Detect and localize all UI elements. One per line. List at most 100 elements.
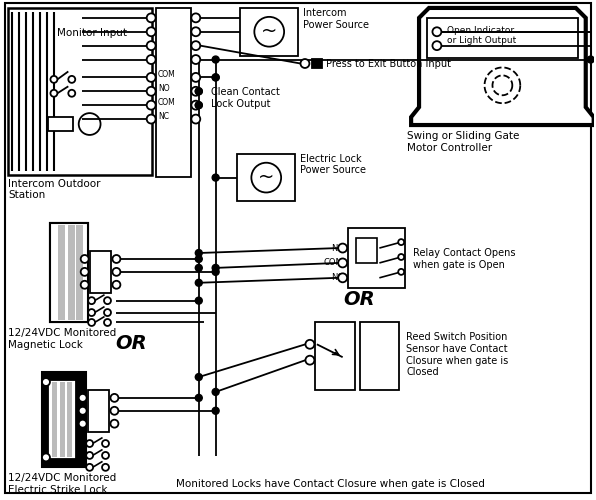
Circle shape — [195, 297, 202, 304]
Circle shape — [191, 28, 200, 36]
Bar — [50, 223, 88, 322]
Circle shape — [147, 114, 156, 124]
Circle shape — [338, 244, 347, 252]
Circle shape — [88, 297, 95, 304]
Text: Clean Contact
Lock Output: Clean Contact Lock Output — [210, 88, 280, 109]
Circle shape — [88, 309, 95, 316]
Circle shape — [88, 319, 95, 326]
Bar — [88, 390, 110, 432]
Bar — [48, 117, 73, 131]
Bar — [156, 8, 191, 176]
Circle shape — [195, 280, 202, 286]
Bar — [76, 225, 83, 320]
Bar — [347, 228, 405, 288]
Circle shape — [212, 264, 219, 272]
Circle shape — [398, 239, 404, 245]
Circle shape — [587, 56, 594, 63]
Circle shape — [51, 76, 57, 83]
Text: Monitored Locks have Contact Closure when gate is Closed: Monitored Locks have Contact Closure whe… — [176, 479, 485, 489]
Circle shape — [195, 264, 202, 272]
Circle shape — [338, 258, 347, 268]
Circle shape — [80, 281, 89, 288]
Bar — [48, 380, 76, 460]
Circle shape — [102, 464, 109, 471]
Bar — [68, 225, 74, 320]
Circle shape — [69, 76, 75, 83]
Circle shape — [104, 297, 111, 304]
Circle shape — [110, 394, 119, 402]
Bar — [240, 8, 298, 56]
Circle shape — [80, 255, 89, 263]
Polygon shape — [411, 8, 594, 125]
Text: OR: OR — [116, 334, 147, 353]
Text: Reed Switch Position
Sensor have Contact
Closure when gate is
Closed: Reed Switch Position Sensor have Contact… — [406, 332, 508, 377]
Bar — [356, 238, 377, 263]
Bar — [315, 322, 355, 390]
Bar — [60, 382, 65, 458]
Circle shape — [212, 174, 219, 181]
Circle shape — [300, 59, 309, 68]
Circle shape — [79, 113, 101, 135]
Circle shape — [252, 162, 281, 192]
Circle shape — [147, 41, 156, 50]
Bar — [312, 58, 322, 68]
Circle shape — [195, 102, 202, 108]
Circle shape — [305, 340, 314, 349]
Circle shape — [110, 407, 119, 414]
Circle shape — [147, 14, 156, 22]
Circle shape — [147, 28, 156, 36]
Circle shape — [191, 73, 200, 82]
Text: NC: NC — [158, 112, 169, 120]
Circle shape — [433, 41, 442, 50]
Text: ~: ~ — [258, 168, 274, 187]
Circle shape — [195, 88, 202, 95]
Circle shape — [191, 14, 200, 22]
Circle shape — [42, 378, 50, 386]
Circle shape — [113, 268, 120, 276]
Text: Relay Contact Opens
when gate is Open: Relay Contact Opens when gate is Open — [413, 248, 516, 270]
Circle shape — [42, 454, 50, 462]
Text: ~: ~ — [261, 22, 277, 42]
Bar — [89, 251, 111, 292]
Circle shape — [254, 17, 284, 46]
Bar — [427, 18, 578, 58]
Circle shape — [79, 407, 86, 414]
Circle shape — [86, 452, 93, 459]
Circle shape — [147, 87, 156, 96]
Circle shape — [433, 28, 442, 36]
Circle shape — [113, 281, 120, 288]
Circle shape — [110, 420, 119, 428]
Bar — [67, 382, 72, 458]
Circle shape — [79, 394, 86, 402]
Circle shape — [398, 254, 404, 260]
Circle shape — [195, 102, 202, 108]
Text: Electric Lock
Power Source: Electric Lock Power Source — [300, 154, 366, 176]
Circle shape — [147, 55, 156, 64]
Circle shape — [212, 74, 219, 81]
Circle shape — [212, 56, 219, 63]
Bar — [8, 8, 152, 174]
Bar — [237, 154, 295, 202]
Text: COM: COM — [158, 98, 176, 106]
Circle shape — [191, 100, 200, 110]
Text: COM: COM — [158, 70, 176, 79]
Circle shape — [195, 374, 202, 380]
Circle shape — [195, 394, 202, 402]
Circle shape — [195, 88, 202, 95]
Circle shape — [305, 356, 314, 364]
Circle shape — [212, 408, 219, 414]
Circle shape — [104, 319, 111, 326]
Circle shape — [195, 256, 202, 262]
Text: NO: NO — [158, 84, 170, 93]
Circle shape — [191, 55, 200, 64]
Text: COM: COM — [324, 258, 344, 268]
Circle shape — [191, 87, 200, 96]
Circle shape — [147, 73, 156, 82]
Circle shape — [80, 268, 89, 276]
Text: 12/24VDC Monitored
Magnetic Lock: 12/24VDC Monitored Magnetic Lock — [8, 328, 117, 350]
Circle shape — [191, 114, 200, 124]
Text: Open Indicator
or Light Output: Open Indicator or Light Output — [447, 26, 516, 45]
Bar — [42, 372, 86, 468]
Circle shape — [102, 452, 109, 459]
Circle shape — [102, 440, 109, 447]
